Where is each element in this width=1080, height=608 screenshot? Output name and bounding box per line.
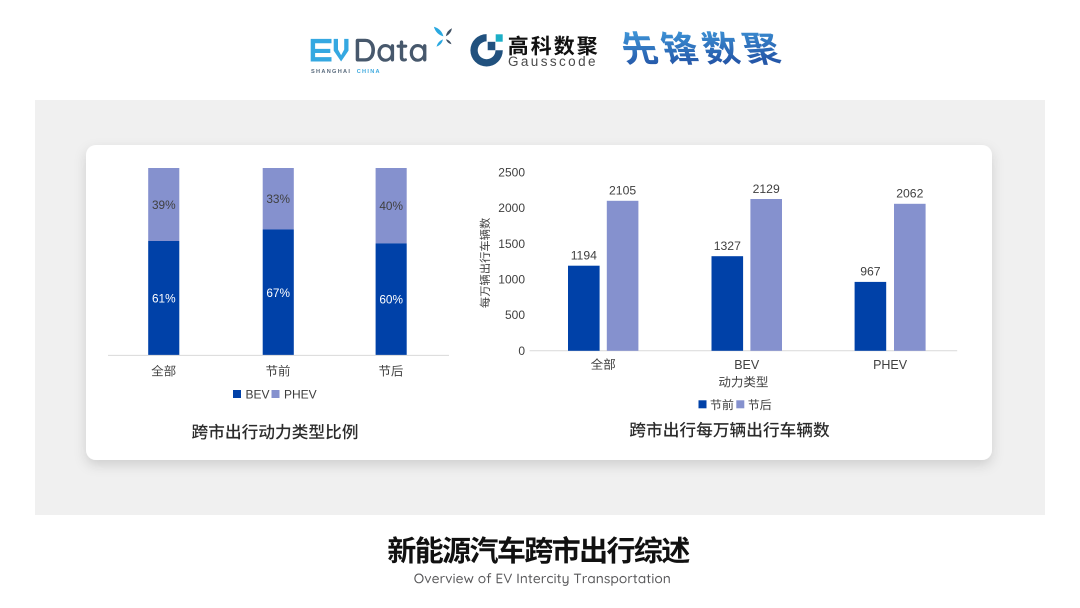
svg-text:2105: 2105 [609,184,636,198]
svg-text:1327: 1327 [714,239,741,253]
svg-text:40%: 40% [379,199,403,213]
svg-text:PHEV: PHEV [873,358,908,372]
svg-text:61%: 61% [152,292,176,306]
svg-text:39%: 39% [152,198,176,212]
svg-text:1194: 1194 [571,249,597,263]
svg-text:967: 967 [860,265,881,279]
svg-text:0: 0 [518,344,525,358]
svg-text:33%: 33% [266,192,290,206]
svg-text:CHINA: CHINA [357,69,381,75]
svg-text:60%: 60% [379,293,403,307]
svg-text:2129: 2129 [753,182,780,196]
svg-text:2500: 2500 [498,166,525,180]
svg-text:500: 500 [505,308,525,322]
svg-text:SHANGHAI: SHANGHAI [311,69,351,75]
svg-text:BEV: BEV [246,387,270,401]
svg-text:1000: 1000 [498,273,525,287]
svg-text:PHEV: PHEV [284,387,317,401]
svg-text:1500: 1500 [498,237,525,251]
svg-text:Gausscode: Gausscode [508,54,598,69]
svg-text:2000: 2000 [498,201,525,215]
svg-text:2062: 2062 [896,187,923,201]
svg-text:BEV: BEV [734,358,760,372]
svg-text:67%: 67% [266,286,290,300]
